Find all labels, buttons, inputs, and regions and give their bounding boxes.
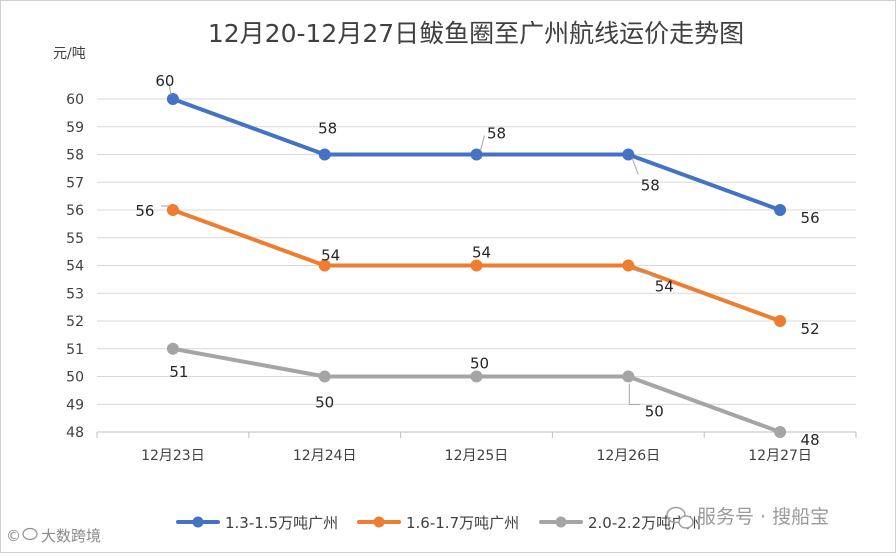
legend-item: 1.3-1.5万吨广州 xyxy=(176,514,338,532)
data-point xyxy=(318,148,331,161)
x-tick-label: 12月26日 xyxy=(596,448,660,464)
chart-title: 12月20-12月27日鲅鱼圈至广州航线运价走势图 xyxy=(208,19,744,48)
y-tick-label: 51 xyxy=(66,342,84,358)
legend-item: 2.0-2.2万吨广州 xyxy=(539,514,701,532)
y-tick-label: 58 xyxy=(66,148,84,164)
data-label-leader xyxy=(480,135,485,151)
data-label: 54 xyxy=(655,278,674,296)
data-label: 58 xyxy=(487,125,506,143)
axes: 48 49 50 51 52 53 54 55 56 57 58 59 60 12月23日 12月24日 12… xyxy=(66,92,857,464)
watermark-service-text: 服务号 · 搜船宝 xyxy=(697,506,829,528)
series-group xyxy=(166,93,787,216)
data-point xyxy=(166,342,179,355)
y-tick-label: 55 xyxy=(66,231,84,247)
data-point xyxy=(470,259,483,272)
data-labels: 60 58 58 58 56 56 54 54 54 52 51 50 50 50 48 xyxy=(135,72,819,449)
data-label-leader xyxy=(631,158,639,175)
data-label: 54 xyxy=(321,247,340,265)
series-group xyxy=(166,204,787,327)
data-label: 58 xyxy=(641,177,660,195)
data-point xyxy=(622,370,635,383)
x-tick-label: 12月24日 xyxy=(293,448,357,464)
y-tick-label: 49 xyxy=(66,397,84,413)
data-label-leader xyxy=(628,383,641,405)
legend-label: 1.6-1.7万吨广州 xyxy=(406,514,519,532)
data-label-leader xyxy=(632,269,653,276)
speech-bubble-icon xyxy=(22,527,38,541)
data-point xyxy=(318,259,331,272)
data-label: 54 xyxy=(472,244,491,262)
legend-marker xyxy=(192,516,204,528)
data-label: 51 xyxy=(169,363,188,381)
legend-label: 2.0-2.2万吨广州 xyxy=(588,514,701,532)
data-point xyxy=(774,426,787,438)
data-point xyxy=(774,315,787,327)
y-tick-label: 59 xyxy=(66,120,84,136)
legend-label: 1.3-1.5万吨广州 xyxy=(225,514,338,532)
data-label: 56 xyxy=(801,209,820,227)
wechat-icon xyxy=(666,506,694,529)
legend-item: 1.6-1.7万吨广州 xyxy=(357,514,519,532)
watermark-service: 服务号 · 搜船宝 xyxy=(666,506,829,529)
data-point xyxy=(166,204,179,216)
legend-marker xyxy=(373,516,385,528)
data-point xyxy=(470,148,483,161)
data-point xyxy=(166,93,179,105)
y-tick-label: 52 xyxy=(66,314,84,330)
data-label-leader xyxy=(168,82,172,96)
series-group xyxy=(166,342,787,438)
x-tick-label: 12月27日 xyxy=(748,448,812,464)
data-point xyxy=(622,259,635,272)
y-tick-label: 50 xyxy=(66,370,84,386)
data-label: 52 xyxy=(801,320,820,338)
y-tick-label: 57 xyxy=(66,175,84,191)
data-point xyxy=(318,370,331,383)
x-tick-label: 12月23日 xyxy=(141,448,205,464)
y-tick-label: 56 xyxy=(66,203,84,219)
watermark-brand-text: 大数跨境 xyxy=(41,527,101,545)
x-tick-label: 12月25日 xyxy=(445,448,509,464)
data-label: 60 xyxy=(155,72,174,90)
y-tick-label: 53 xyxy=(66,286,84,302)
data-label: 50 xyxy=(315,394,334,412)
y-tick-label: 48 xyxy=(66,425,84,441)
data-point xyxy=(774,204,787,216)
copyright-icon: © xyxy=(6,527,21,545)
series-lines xyxy=(166,93,787,438)
legend-marker xyxy=(555,516,567,528)
y-axis-unit-label: 元/吨 xyxy=(53,46,86,62)
data-label: 56 xyxy=(135,202,154,220)
data-label: 58 xyxy=(318,120,337,138)
data-point xyxy=(622,148,635,161)
y-tick-label: 60 xyxy=(66,92,84,108)
legend: 1.3-1.5万吨广州 1.6-1.7万吨广州 2.0-2.2万吨广州 xyxy=(176,514,701,532)
data-label: 50 xyxy=(470,355,489,373)
data-point xyxy=(470,370,483,383)
data-label: 50 xyxy=(645,403,664,421)
watermark-brand: © 大数跨境 xyxy=(6,527,101,545)
data-label: 48 xyxy=(801,431,820,449)
y-tick-label: 54 xyxy=(66,259,84,275)
